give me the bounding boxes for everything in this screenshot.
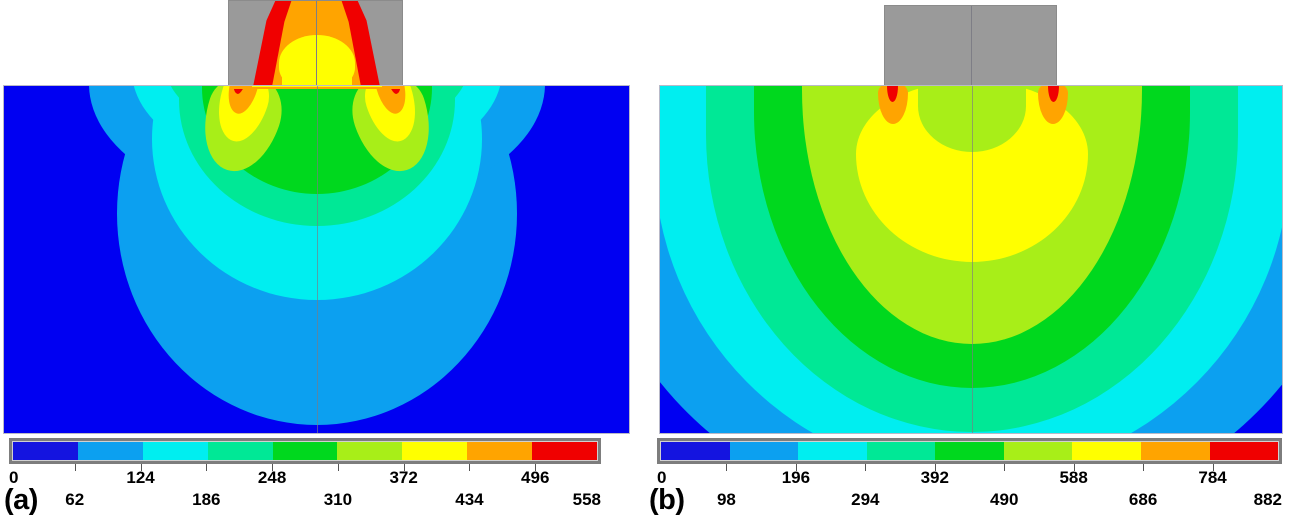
colorbar-tick-label: 496: [521, 468, 550, 487]
colorbar-tick-label: 124: [126, 468, 155, 487]
colorbar-segment: [272, 442, 338, 460]
panel-b: 0 98 196 294 392 490 588 686 784 882 (b): [645, 0, 1289, 519]
colorbar-segment: [729, 442, 799, 460]
colorbar-tick: [140, 464, 142, 471]
hotspot-right-b: [1034, 86, 1068, 126]
colorbar-segment: [1072, 442, 1141, 460]
colorbar-gradient-a: [9, 438, 601, 464]
colorbar-ticks-a: [9, 464, 601, 471]
symmetry-axis-b: [972, 86, 973, 433]
colorbar-tick-label: 490: [990, 490, 1019, 509]
colorbar-labels-a: 0 62 124 186 248 310 372 434 496 558: [9, 468, 601, 514]
colorbar-tick-label: 372: [389, 468, 418, 487]
colorbar-tick: [272, 464, 274, 471]
symmetry-axis-a: [317, 86, 318, 433]
colorbar-tick: [206, 464, 208, 471]
colorbar-tick-label: 248: [257, 468, 287, 487]
colorbar-tick: [726, 464, 728, 471]
colorbar-tick-label: 186: [192, 490, 221, 509]
colorbar-tick-label: 882: [1253, 490, 1282, 509]
colorbar-segment: [1209, 442, 1279, 460]
hotspot-right-a: [342, 86, 444, 182]
colorbar-tick-label: 434: [455, 490, 484, 509]
colorbar-tick: [1073, 464, 1075, 471]
colorbar-segment: [337, 442, 403, 460]
colorbar-tick-label: 310: [323, 490, 353, 509]
colorbar-tick-label: 294: [851, 490, 880, 509]
colorbar-tick: [1143, 464, 1145, 471]
colorbar-tick: [1212, 464, 1214, 471]
colorbar-tick: [74, 464, 76, 471]
colorbar-segment: [1140, 442, 1210, 460]
hotspot-left-a: [190, 86, 292, 182]
colorbar-tick: [469, 464, 471, 471]
colorbar-segment: [142, 442, 208, 460]
colorbar-ticks-b: [657, 464, 1282, 471]
colorbar-tick: [865, 464, 867, 471]
panel-label-b: (b): [649, 484, 685, 516]
colorbar-tick-label: 196: [781, 468, 811, 487]
colorbar-tick-label: 784: [1198, 468, 1227, 487]
colorbar-segment: [13, 442, 78, 460]
contour-field-a: [3, 85, 630, 434]
colorbar-tick: [1004, 464, 1006, 471]
colorbar-tick-label: 686: [1128, 490, 1158, 509]
colorbar-segment: [77, 442, 143, 460]
colorbar-segment: [935, 442, 1004, 460]
colorbar-tick-label: 0: [657, 468, 667, 487]
colorbar-tick: [403, 464, 405, 471]
panel-label-a: (a): [4, 484, 38, 516]
contour-field-b: [659, 85, 1283, 434]
panel-a: 0 62 124 186 248 310 372 434 496 558 (a): [3, 0, 630, 516]
colorbar-tick-label: 62: [65, 490, 85, 509]
colorbar-tick-label: 392: [920, 468, 949, 487]
colorbar-segment: [798, 442, 867, 460]
colorbar-segment: [207, 442, 273, 460]
colorbar-segment: [661, 442, 730, 460]
colorbar-gradient-b: [657, 438, 1282, 464]
tool-block-a: [228, 0, 403, 86]
colorbar-tick-label: 558: [572, 490, 601, 509]
colorbar-labels-b: 0 98 196 294 392 490 588 686 784 882: [657, 468, 1282, 514]
colorbar-segment: [1003, 442, 1073, 460]
colorbar-tick: [337, 464, 339, 471]
colorbar-tick-label: 0: [9, 468, 19, 487]
colorbar-tick-label: 98: [716, 490, 736, 509]
colorbar-tick-label: 588: [1059, 468, 1088, 487]
hotspot-left-b: [878, 86, 912, 126]
colorbar-segment: [467, 442, 533, 460]
tool-block-b: [884, 5, 1057, 86]
colorbar-tick: [535, 464, 537, 471]
colorbar-segment: [402, 442, 468, 460]
colorbar-tick: [795, 464, 797, 471]
colorbar-tick: [934, 464, 936, 471]
colorbar-segment: [866, 442, 936, 460]
colorbar-segment: [532, 442, 598, 460]
